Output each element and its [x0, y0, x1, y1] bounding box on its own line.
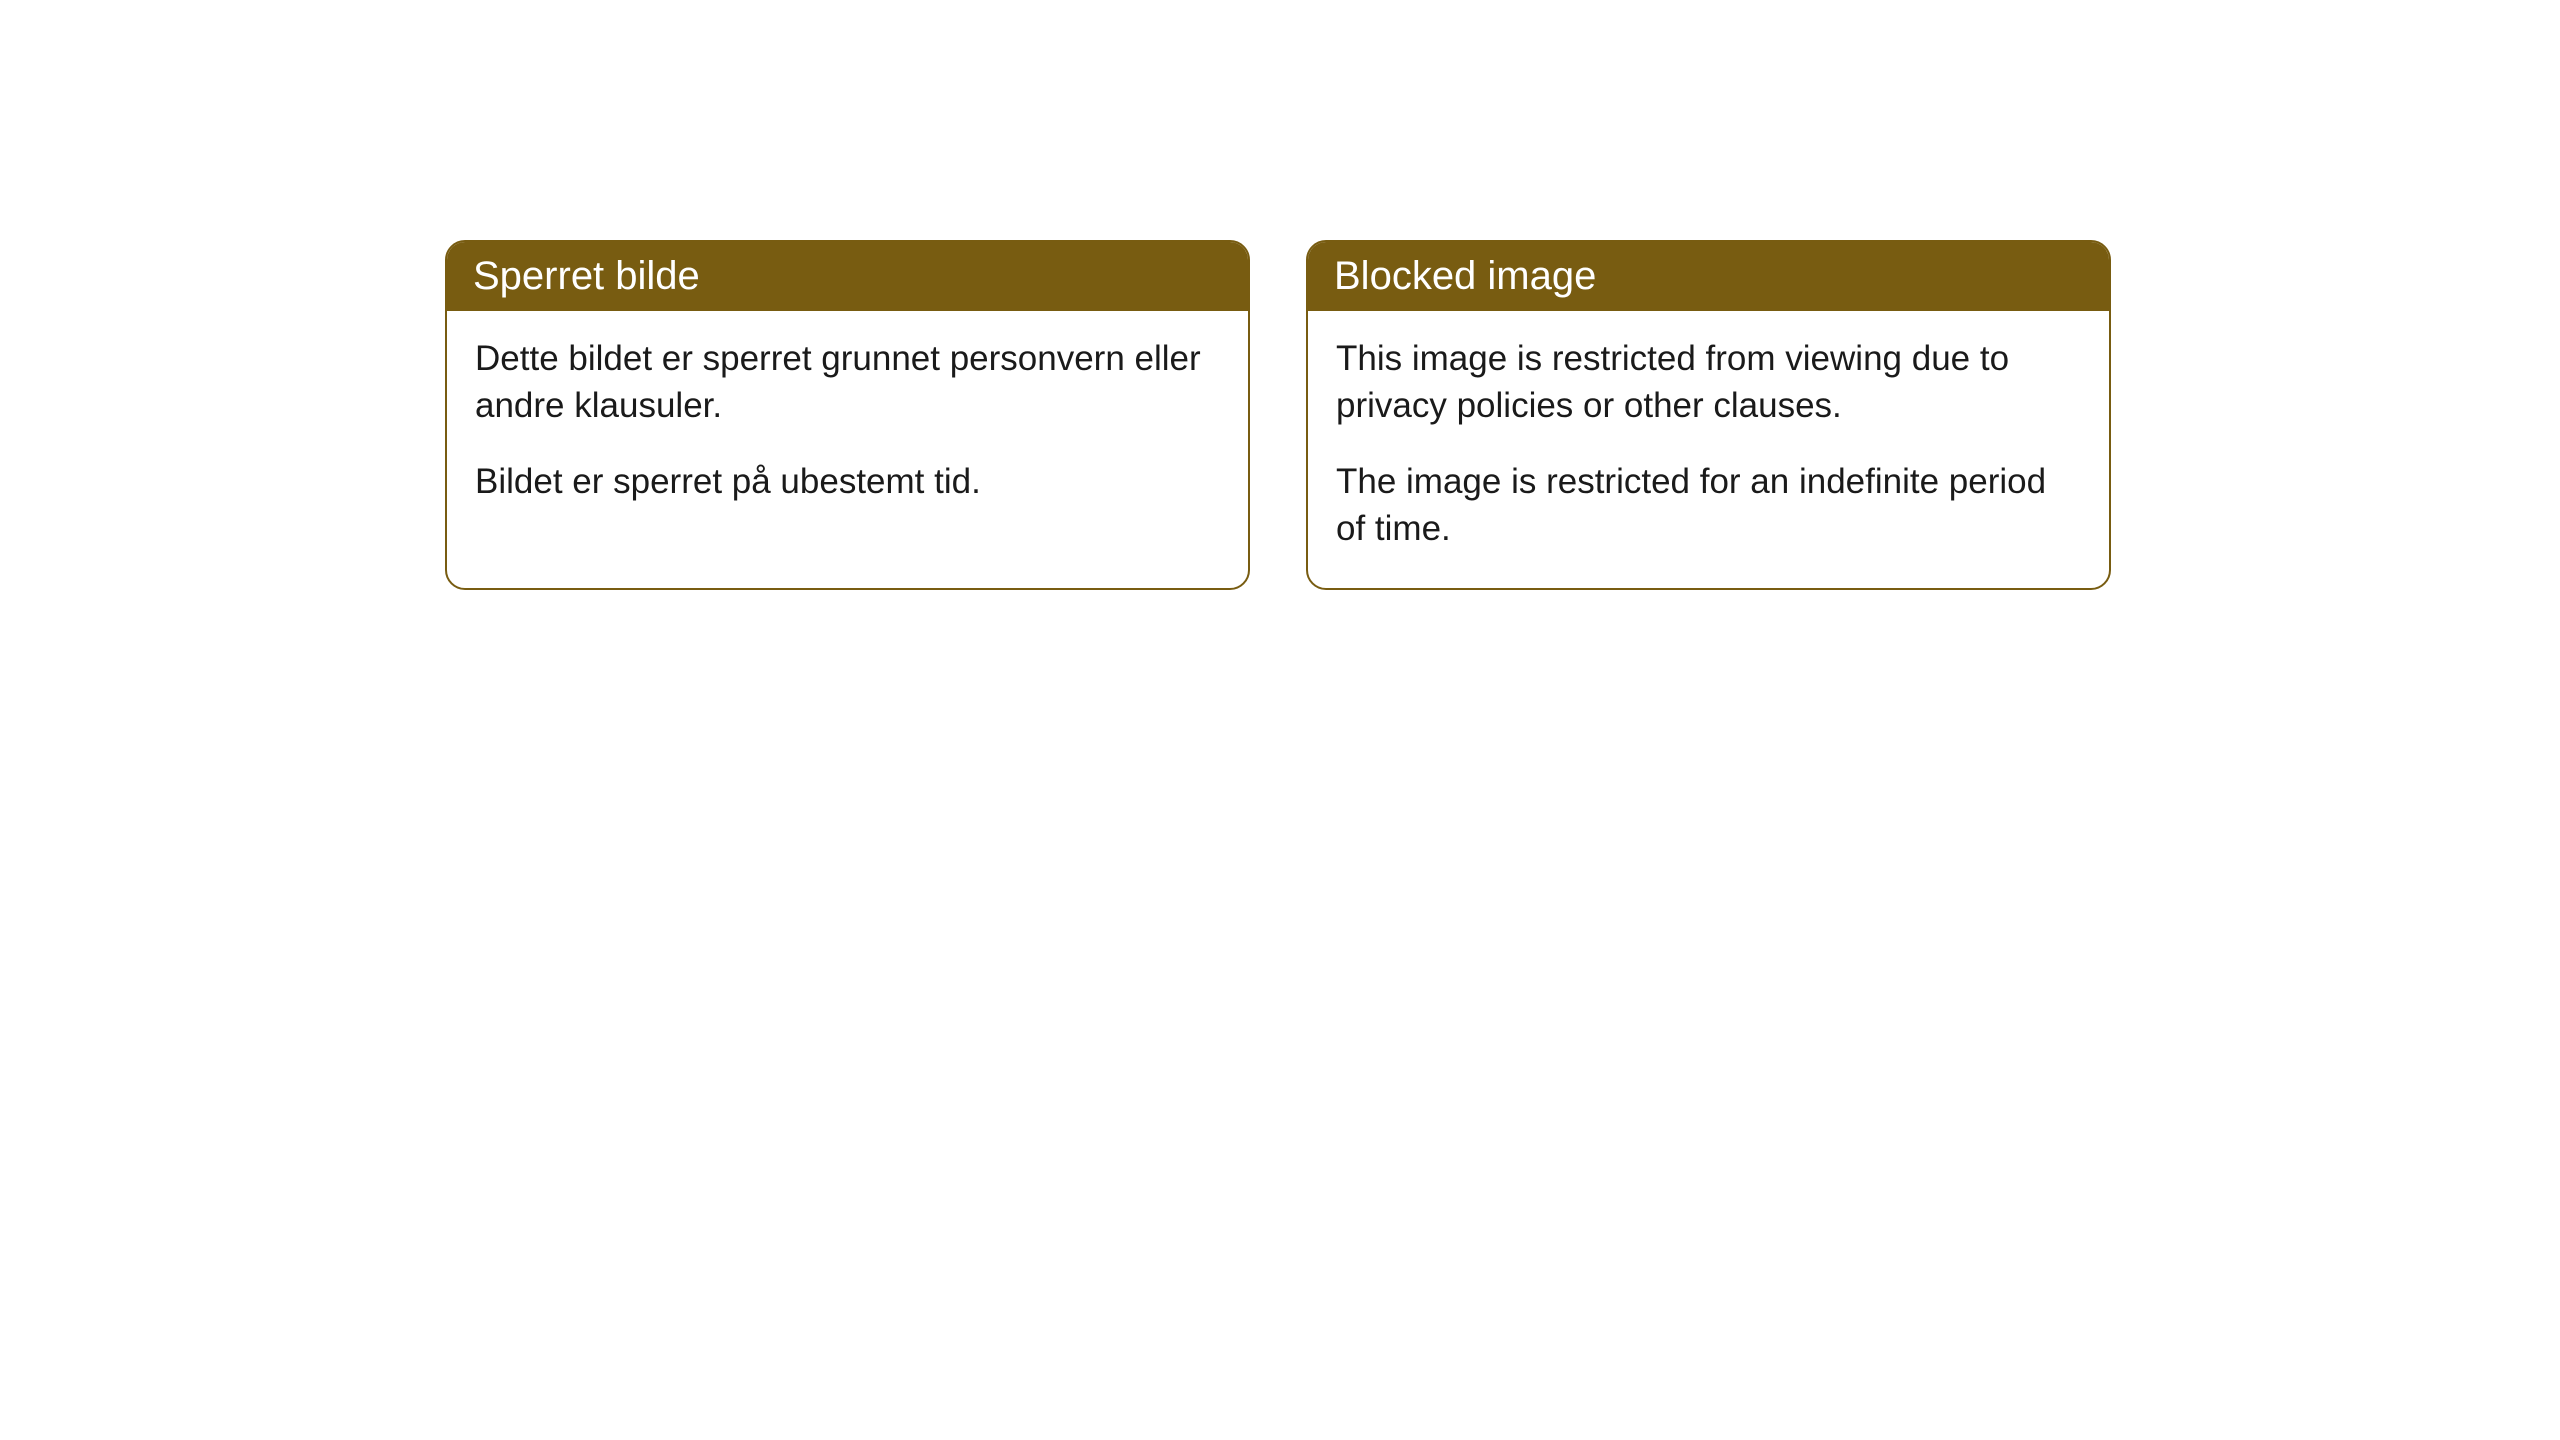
blocked-image-card-english: Blocked image This image is restricted f…: [1306, 240, 2111, 590]
card-paragraph: The image is restricted for an indefinit…: [1336, 458, 2081, 553]
blocked-image-card-norwegian: Sperret bilde Dette bildet er sperret gr…: [445, 240, 1250, 590]
card-title: Sperret bilde: [473, 254, 700, 298]
card-paragraph: Bildet er sperret på ubestemt tid.: [475, 458, 1220, 505]
card-paragraph: This image is restricted from viewing du…: [1336, 335, 2081, 430]
cards-container: Sperret bilde Dette bildet er sperret gr…: [445, 240, 2111, 590]
card-body: Dette bildet er sperret grunnet personve…: [447, 311, 1248, 541]
card-body: This image is restricted from viewing du…: [1308, 311, 2109, 588]
card-paragraph: Dette bildet er sperret grunnet personve…: [475, 335, 1220, 430]
card-header: Blocked image: [1308, 242, 2109, 311]
card-header: Sperret bilde: [447, 242, 1248, 311]
card-title: Blocked image: [1334, 254, 1596, 298]
